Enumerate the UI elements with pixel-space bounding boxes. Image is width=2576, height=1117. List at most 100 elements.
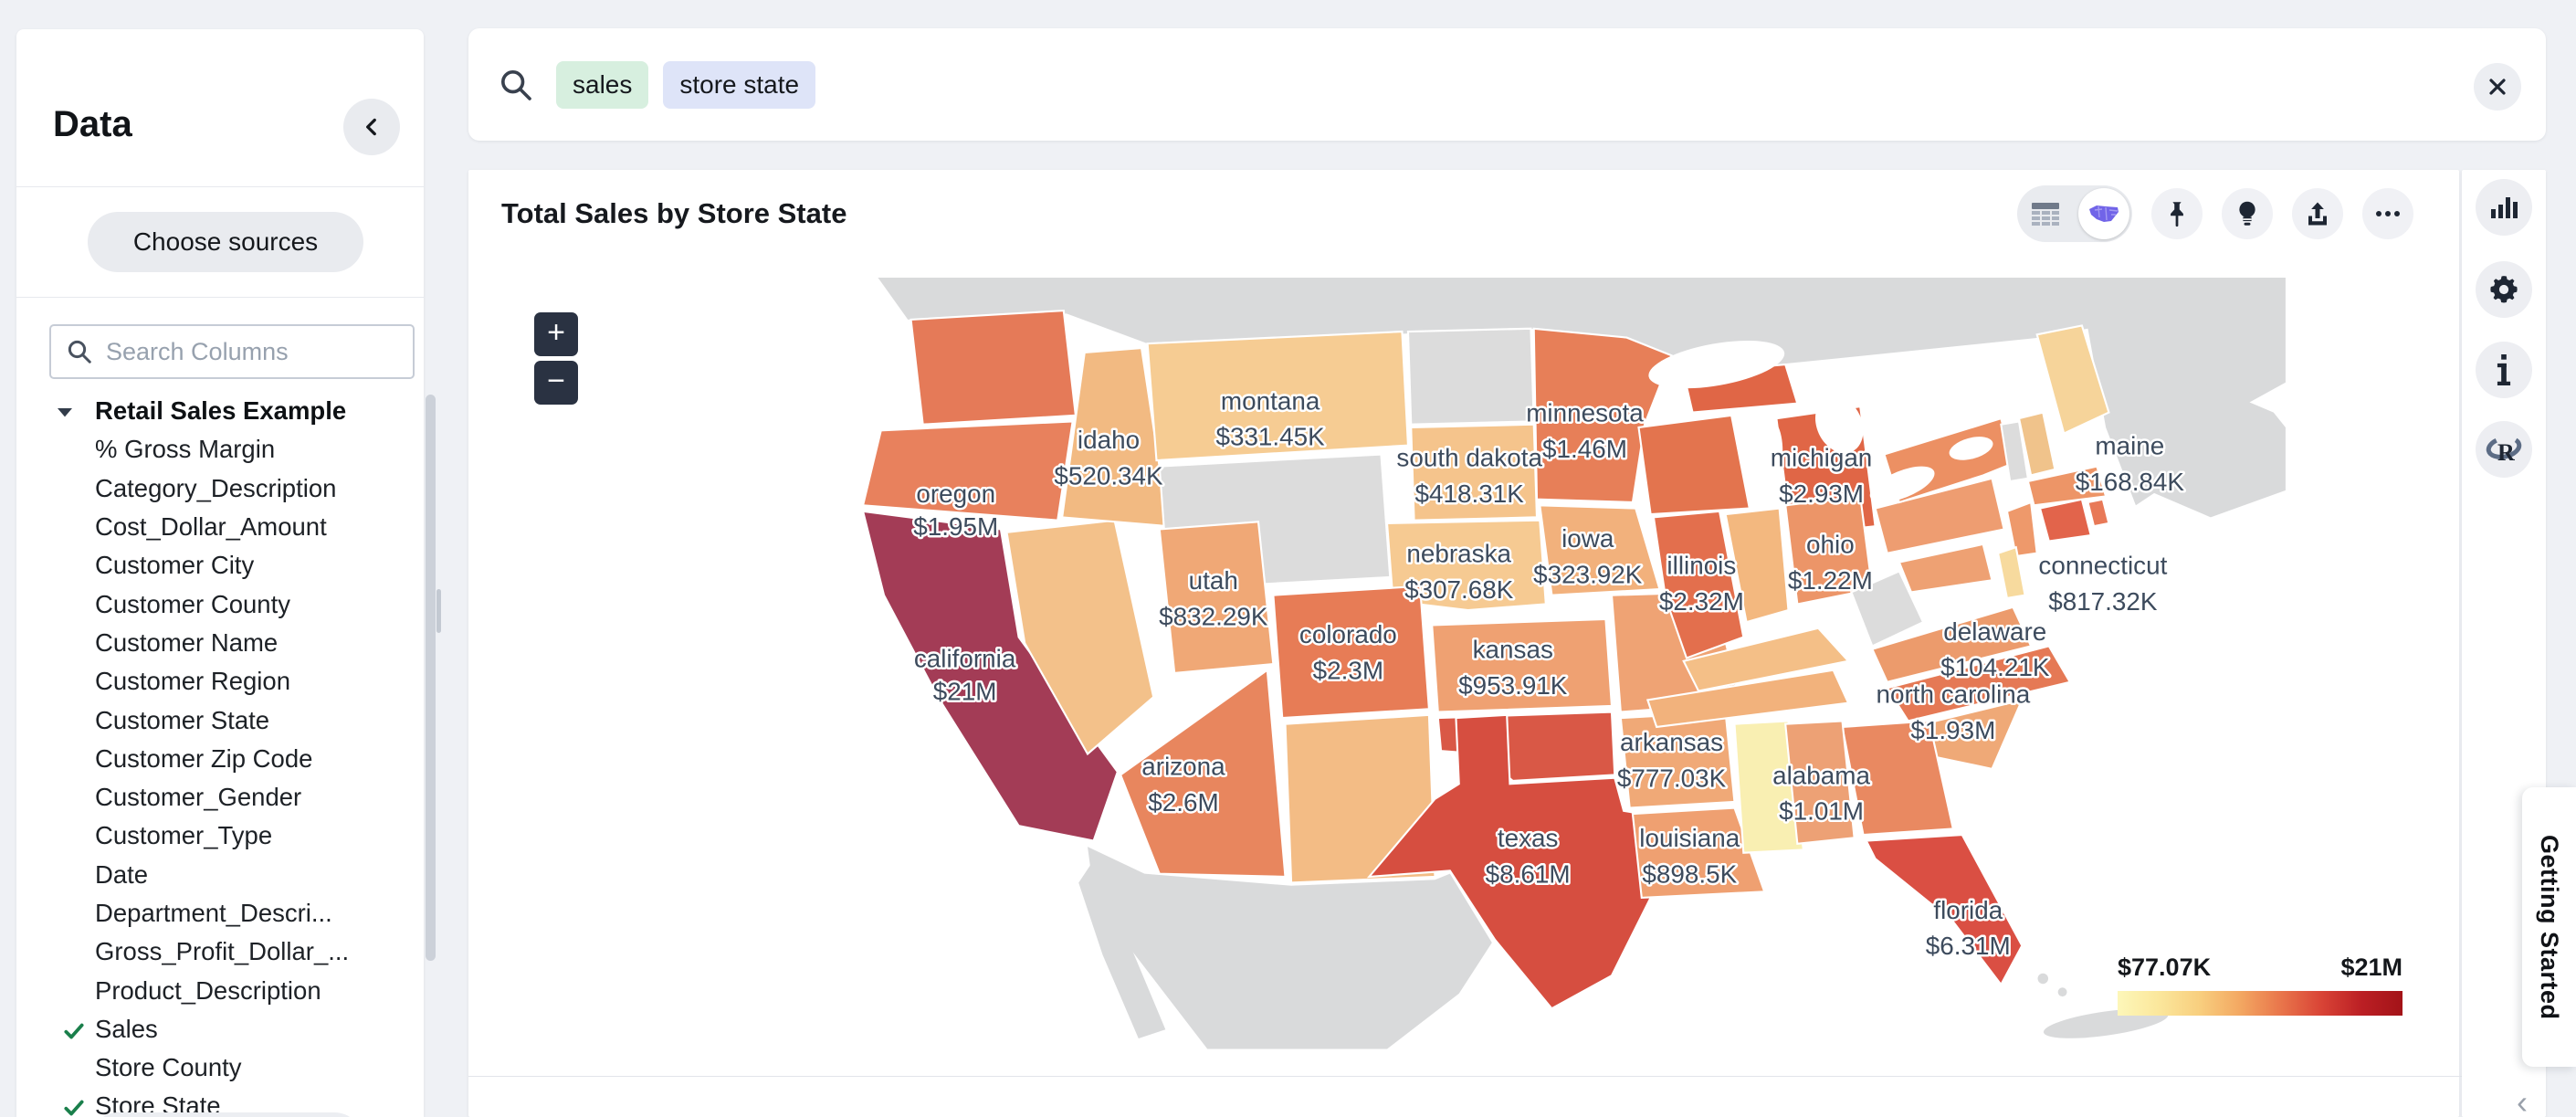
map-view-button[interactable] (2078, 188, 2129, 239)
column-item[interactable]: Date (95, 859, 149, 889)
more-options-button[interactable] (2362, 188, 2413, 239)
state-iowa[interactable] (1539, 504, 1661, 596)
svg-text:idaho: idaho (1078, 426, 1140, 454)
search-columns-box[interactable] (49, 324, 415, 379)
state-idaho[interactable] (1060, 346, 1170, 528)
sidebar-collapse-button[interactable] (343, 99, 400, 155)
choropleth-map: oregon $1.95M california $21M idaho $520.34… (788, 278, 2286, 1059)
sidebar-resize-handle[interactable] (436, 589, 441, 633)
state-indiana[interactable] (1724, 507, 1790, 624)
state-wisconsin[interactable] (1637, 414, 1751, 516)
column-item[interactable]: Product_Description (95, 975, 321, 1005)
svg-text:$307.68K: $307.68K (1404, 575, 1514, 604)
svg-text:$777.03K: $777.03K (1617, 764, 1727, 793)
source-group-retail-sales-example[interactable]: Retail Sales Example (16, 392, 424, 430)
settings-button[interactable] (2476, 261, 2532, 318)
divider (16, 186, 424, 187)
column-item[interactable]: Customer Zip Code (95, 743, 313, 773)
insights-button[interactable] (2222, 188, 2273, 239)
column-item[interactable]: Customer_Type (95, 821, 273, 850)
zoom-out-button[interactable]: − (534, 361, 578, 405)
svg-text:michigan: michigan (1771, 444, 1873, 472)
state-arkansas[interactable] (1619, 711, 1736, 809)
state-minnesota[interactable] (1532, 327, 1673, 504)
column-item[interactable]: Store County (95, 1053, 242, 1082)
zoom-in-button[interactable]: + (534, 312, 578, 356)
state-massachusetts[interactable] (2026, 465, 2108, 507)
column-item[interactable]: Gross_Profit_Dollar_... (95, 937, 350, 966)
state-california[interactable] (861, 510, 1120, 842)
column-item[interactable]: Customer Name (95, 627, 279, 657)
state-tennessee[interactable] (1645, 669, 1850, 729)
state-montana[interactable] (1146, 330, 1410, 462)
svg-text:$898.5K: $898.5K (1642, 859, 1737, 888)
state-kansas[interactable] (1431, 617, 1614, 713)
state-colorado[interactable] (1272, 585, 1431, 720)
table-view-button[interactable] (2021, 189, 2070, 238)
column-item[interactable]: Category_Description (95, 473, 337, 502)
state-florida[interactable] (1865, 833, 2024, 986)
search-token-sales[interactable]: sales (556, 61, 649, 109)
state-utah[interactable] (1158, 521, 1275, 675)
share-button[interactable] (2292, 188, 2343, 239)
state-maine[interactable] (2035, 324, 2110, 436)
state-west-virginia[interactable] (1850, 570, 1925, 648)
state-rhode-island[interactable] (2087, 498, 2110, 528)
getting-started-tab[interactable]: Getting Started (2522, 787, 2576, 1067)
search-bar[interactable]: sales store state (468, 28, 2546, 141)
column-item-sales[interactable]: Sales (16, 1010, 424, 1049)
state-kentucky[interactable] (1682, 627, 1851, 692)
state-georgia[interactable] (1841, 720, 1955, 837)
add-columns-button[interactable]: + Add columns (89, 1112, 363, 1117)
svg-text:$1.93M: $1.93M (1910, 716, 1995, 744)
state-washington[interactable] (909, 309, 1078, 426)
column-item[interactable]: % Gross Margin (95, 435, 276, 464)
state-illinois[interactable] (1652, 510, 1745, 659)
state-nevada[interactable] (1005, 519, 1155, 756)
answer-toolbar (2017, 185, 2413, 242)
chevron-left-icon (366, 118, 376, 136)
column-item[interactable]: Department_Descri... (95, 899, 332, 927)
column-item[interactable]: Customer Region (95, 667, 290, 696)
state-north-carolina[interactable] (1886, 645, 2072, 722)
column-item[interactable]: Customer County (95, 589, 290, 618)
search-columns-input[interactable] (104, 336, 382, 367)
chart-config-button[interactable] (2476, 179, 2532, 236)
r-analysis-button[interactable]: R (2476, 421, 2532, 478)
state-new-mexico[interactable] (1284, 713, 1436, 884)
info-button[interactable] (2476, 342, 2532, 398)
state-arizona[interactable] (1119, 668, 1287, 879)
state-south-dakota[interactable] (1410, 423, 1539, 522)
state-alabama[interactable] (1784, 720, 1856, 846)
collapse-rail-chevron[interactable]: ‹ (2517, 1083, 2528, 1117)
state-north-dakota[interactable] (1406, 327, 1535, 426)
state-louisiana[interactable] (1631, 806, 1766, 900)
state-vermont[interactable] (2000, 420, 2030, 483)
state-maryland[interactable] (1898, 543, 1993, 594)
state-connecticut[interactable] (2038, 498, 2093, 543)
state-pennsylvania[interactable] (1874, 477, 2005, 554)
state-oregon[interactable] (861, 420, 1074, 522)
column-item[interactable]: Customer State (95, 705, 270, 734)
sidebar-scrollbar[interactable] (426, 395, 436, 961)
state-mississippi[interactable] (1733, 720, 1805, 854)
column-item[interactable]: Customer City (95, 551, 255, 580)
view-toggle (2017, 185, 2132, 242)
search-token-store-state[interactable]: store state (663, 61, 816, 109)
state-new-hampshire[interactable] (2017, 411, 2056, 477)
choose-sources-button[interactable]: Choose sources (88, 212, 363, 272)
pin-button[interactable] (2151, 188, 2203, 239)
svg-text:maine: maine (2095, 432, 2164, 460)
color-legend: $77.07K $21M (2118, 954, 2403, 1016)
column-item[interactable]: Cost_Dollar_Amount (95, 512, 327, 542)
column-item[interactable]: Customer_Gender (95, 783, 302, 812)
state-texas[interactable] (1366, 713, 1652, 1010)
state-virginia[interactable] (1870, 606, 2033, 684)
pin-icon (2171, 202, 2183, 227)
state-delaware[interactable] (1996, 545, 2026, 600)
data-sidebar: Data Choose sources Retail Sales Example… (16, 29, 436, 1117)
state-new-jersey[interactable] (2005, 501, 2038, 558)
lake-erie (1869, 466, 1935, 502)
svg-text:$6.31M: $6.31M (1926, 932, 2011, 960)
clear-search-button[interactable] (2474, 63, 2521, 111)
